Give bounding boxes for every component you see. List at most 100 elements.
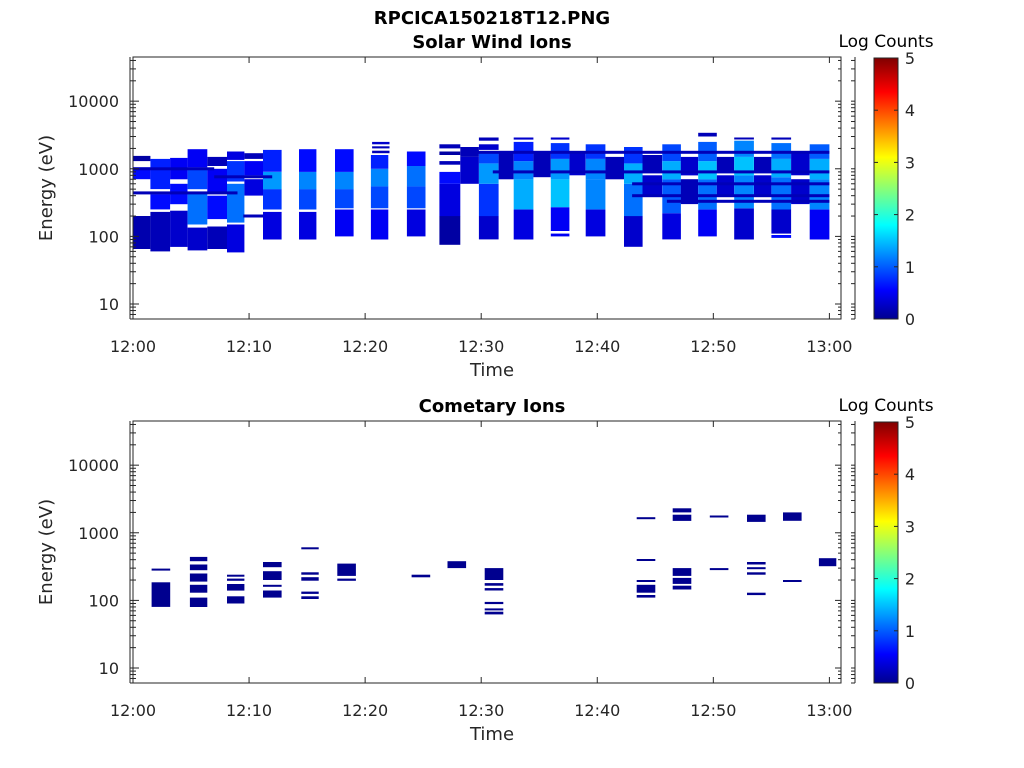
heatmap-cell — [818, 558, 837, 567]
heatmap-line — [632, 194, 830, 198]
heatmap-cell — [207, 168, 227, 193]
y-tick-label: 10 — [99, 659, 119, 678]
heatmap-cell — [227, 578, 245, 581]
heatmap-cell — [754, 156, 772, 172]
y-tick-label: 10000 — [68, 92, 119, 111]
heatmap-cell — [771, 158, 792, 178]
heatmap-cell — [335, 209, 354, 237]
heatmap-cell — [335, 149, 354, 172]
x-tick-label: 12:10 — [226, 337, 272, 356]
heatmap-cell — [460, 156, 479, 184]
heatmap-cell — [672, 585, 692, 590]
heatmap-cell — [747, 562, 766, 565]
heatmap-cell — [605, 156, 624, 180]
heatmap-cell — [133, 216, 151, 249]
heatmap-cell — [484, 611, 504, 615]
heatmap-cell — [460, 147, 479, 157]
heatmap-cell — [263, 149, 282, 172]
heatmap-cell — [498, 153, 514, 180]
y-axis-label-solar-wind: Energy (eV) — [36, 135, 57, 241]
heatmap-cell — [439, 171, 461, 184]
axes-frame-solar-wind — [132, 56, 842, 320]
heatmap-cell — [335, 189, 354, 209]
heatmap-cell — [636, 580, 656, 582]
heatmap-cell — [187, 192, 208, 225]
heatmap-cell — [771, 177, 792, 210]
heatmap-cell — [406, 151, 426, 166]
heatmap-cell — [263, 590, 282, 598]
heatmap-cell — [439, 183, 461, 217]
heatmap-cell — [227, 574, 245, 577]
heatmap-cell — [747, 567, 766, 570]
heatmap-line — [469, 150, 830, 154]
heatmap-cell — [672, 568, 692, 576]
y-tick-label: 10000 — [68, 456, 119, 475]
y-tick-label: 100 — [88, 591, 119, 610]
heatmap-cell — [189, 564, 208, 571]
heatmap-cell — [734, 175, 754, 209]
heatmap-cell — [636, 517, 656, 520]
heatmap-line — [243, 214, 263, 218]
heatmap-cell — [133, 167, 151, 180]
heatmap-cell — [484, 583, 504, 586]
heatmap-cell — [662, 161, 681, 180]
panel-solar-wind-ions: Solar Wind Ions 12:00 12:10 12:20 12:30 12:4… — [36, 32, 934, 381]
colorbar-tick-label: 2 — [905, 570, 915, 589]
heatmap-cell — [478, 151, 499, 164]
heatmap-cell — [680, 179, 699, 205]
heatmap-cell — [406, 186, 426, 209]
panel-cometary-ions: Cometary Ions 12:00 12:10 12:20 12:30 12:40 1… — [36, 396, 934, 745]
heatmap-cell — [624, 183, 643, 217]
heatmap-cell — [698, 132, 717, 137]
colorbar-label-solar-wind: Log Counts — [838, 32, 933, 52]
heatmap-cell — [447, 561, 467, 569]
heatmap-cell — [263, 571, 282, 580]
heatmap-cell — [227, 161, 245, 182]
heatmap-cell — [734, 208, 754, 240]
heatmap-cell — [747, 592, 766, 596]
heatmap-cell — [754, 175, 772, 196]
heatmap-cell — [478, 216, 499, 240]
heatmap-cell — [207, 156, 227, 166]
heatmap-cell — [484, 588, 504, 591]
colorbar-tick-label: 1 — [905, 258, 915, 277]
colorbar-tick-label: 0 — [905, 674, 915, 693]
x-tick-label: 12:50 — [690, 701, 736, 720]
heatmap-cell — [809, 158, 830, 180]
heatmap-cell — [734, 137, 754, 140]
colorbar-label-cometary: Log Counts — [838, 396, 933, 416]
colorbar-solar-wind — [873, 57, 899, 320]
heatmap-cell — [734, 140, 754, 157]
heatmap-cell — [244, 179, 263, 196]
heatmap-cell — [370, 209, 389, 240]
heatmap-cell — [189, 584, 208, 593]
heatmap-cell — [150, 194, 171, 210]
heatmap-cell — [187, 227, 208, 251]
heatmap-cell — [478, 183, 499, 217]
heatmap-cell — [263, 584, 282, 587]
x-tick-label: 13:00 — [806, 701, 852, 720]
y-tick-label: 1000 — [78, 160, 119, 179]
heatmap-cell — [372, 146, 390, 149]
heatmap-cell — [624, 216, 643, 247]
heatmap-cell — [189, 556, 208, 562]
heatmap-cell — [569, 151, 586, 176]
x-tick-label: 12:20 — [342, 337, 388, 356]
y-tick-label: 1000 — [78, 524, 119, 543]
heatmap-cell — [227, 224, 245, 253]
colorbar-tick-label: 3 — [905, 517, 915, 536]
heatmap-cell — [716, 175, 735, 196]
heatmap-cell — [791, 153, 810, 176]
heatmap-cell — [337, 563, 356, 576]
heatmap-cell — [709, 568, 729, 571]
heatmap-line — [133, 167, 215, 171]
heatmap-cell — [478, 137, 499, 141]
colorbar-ticks-solar-wind: 0 1 2 3 4 5 — [874, 49, 915, 329]
heatmap-cell — [299, 211, 317, 240]
heatmap-cell — [662, 213, 681, 240]
heatmap-cell — [672, 508, 692, 513]
heatmap-line — [666, 199, 830, 203]
heatmap-cell — [207, 195, 227, 220]
heatmap-cell — [439, 151, 461, 155]
heatmap-cell — [301, 596, 319, 599]
